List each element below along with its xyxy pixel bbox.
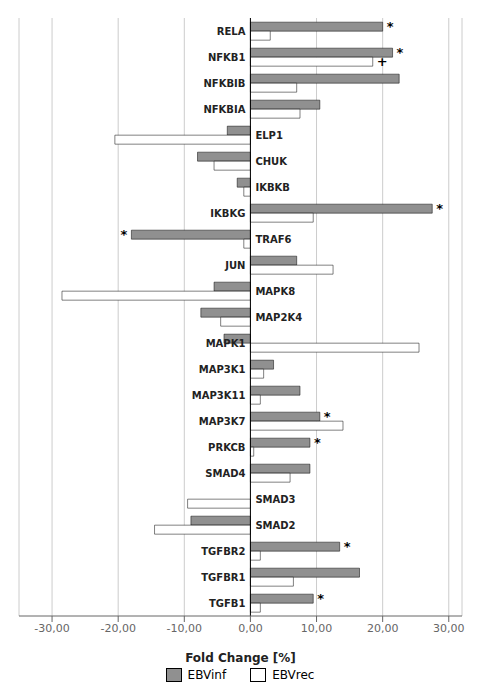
svg-text:*: *: [324, 409, 331, 424]
svg-text:SMAD3: SMAD3: [255, 494, 295, 505]
svg-text:*: *: [314, 435, 321, 450]
html-text:EBVinf: EBVinf: [187, 668, 227, 682]
svg-text:Fold Change [%]: Fold Change [%]: [185, 651, 296, 665]
svg-text:TGFBR1: TGFBR1: [201, 572, 245, 583]
svg-text:30,00: 30,00: [433, 622, 465, 635]
svg-text:PRKCB: PRKCB: [208, 442, 245, 453]
svg-text:0,00: 0,00: [238, 622, 263, 635]
svg-text:MAPK1: MAPK1: [206, 338, 246, 349]
svg-text:NFKBIA: NFKBIA: [203, 104, 245, 115]
svg-text:TRAF6: TRAF6: [255, 234, 291, 245]
svg-text:*: *: [436, 201, 443, 216]
svg-text:20,00: 20,00: [367, 622, 399, 635]
svg-text:SMAD2: SMAD2: [255, 520, 295, 531]
svg-text:TGFBR2: TGFBR2: [201, 546, 245, 557]
svg-text:MAP2K4: MAP2K4: [255, 312, 302, 323]
svg-text:*: *: [121, 227, 128, 242]
svg-text:-20,00: -20,00: [100, 622, 135, 635]
svg-text:MAP3K7: MAP3K7: [199, 416, 246, 427]
svg-text:CHUK: CHUK: [255, 156, 288, 167]
svg-text:*: *: [387, 19, 394, 34]
svg-text:-30,00: -30,00: [34, 622, 69, 635]
svg-text:-10,00: -10,00: [167, 622, 202, 635]
svg-text:JUN: JUN: [224, 260, 245, 271]
svg-text:*: *: [317, 591, 324, 606]
svg-text:10,00: 10,00: [301, 622, 333, 635]
svg-text:SMAD4: SMAD4: [205, 468, 245, 479]
svg-text:MAP3K11: MAP3K11: [192, 390, 246, 401]
svg-text:RELA: RELA: [217, 26, 246, 37]
svg-text:+: +: [377, 54, 388, 69]
svg-text:MAP3K1: MAP3K1: [199, 364, 246, 375]
svg-text:IKBKG: IKBKG: [210, 208, 245, 219]
svg-text:ELP1: ELP1: [255, 130, 283, 141]
svg-text:NFKBIB: NFKBIB: [203, 78, 245, 89]
svg-text:TGFB1: TGFB1: [209, 598, 245, 609]
html-text:EBVrec: EBVrec: [272, 668, 315, 682]
svg-text:IKBKB: IKBKB: [255, 182, 289, 193]
svg-text:NFKB1: NFKB1: [208, 52, 246, 63]
svg-text:MAPK8: MAPK8: [255, 286, 295, 297]
svg-text:*: *: [344, 539, 351, 554]
svg-text:*: *: [397, 45, 404, 60]
